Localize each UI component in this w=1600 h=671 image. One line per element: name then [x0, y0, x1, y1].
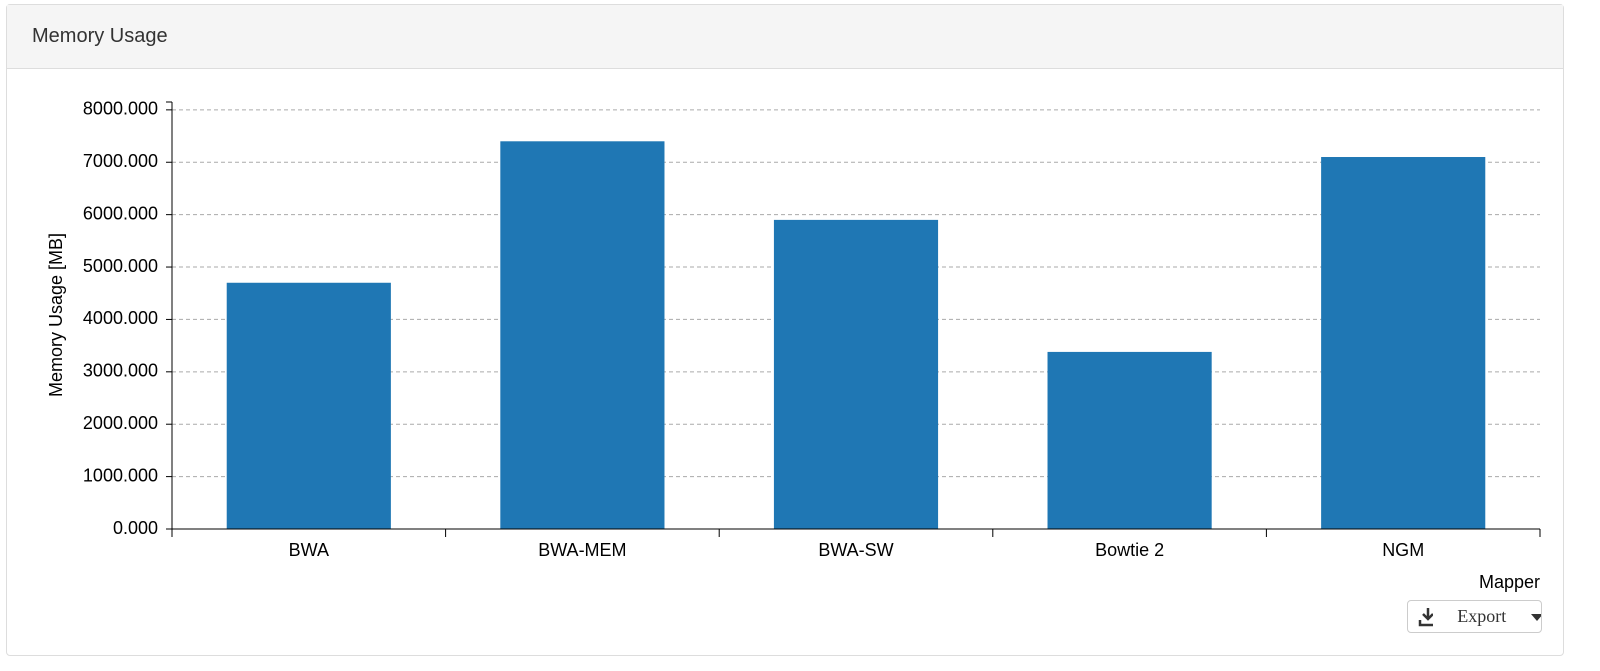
bar	[500, 141, 665, 529]
y-tick-label: 6000.000	[83, 203, 158, 223]
y-axis-label: Memory Usage [MB]	[46, 233, 66, 397]
x-tick-label: BWA-MEM	[538, 540, 626, 560]
bar	[1321, 157, 1486, 529]
y-tick-label: 3000.000	[83, 361, 158, 381]
x-axis-label: Mapper	[1479, 572, 1540, 592]
x-tick-label: BWA	[289, 540, 329, 560]
x-tick-label: BWA-SW	[818, 540, 893, 560]
caret	[1531, 613, 1541, 621]
x-tick-label: NGM	[1382, 540, 1424, 560]
bar	[226, 282, 391, 529]
x-tick-label: Bowtie 2	[1095, 540, 1164, 560]
y-tick-label: 4000.000	[83, 308, 158, 328]
y-tick-label: 2000.000	[83, 413, 158, 433]
y-tick-label: 0.000	[113, 518, 158, 538]
bar	[773, 219, 939, 530]
export-label: Export	[1457, 606, 1507, 626]
y-tick-label: 7000.000	[83, 151, 158, 171]
y-tick-label: 1000.000	[83, 465, 158, 485]
bar	[1047, 351, 1212, 529]
download-icon	[1418, 607, 1434, 626]
y-tick-label: 8000.000	[83, 99, 158, 119]
panel-title: Memory Usage	[7, 5, 1563, 69]
export-button[interactable]: Export	[1407, 600, 1542, 633]
y-tick-label: 5000.000	[83, 256, 158, 276]
panel: Memory Usage	[6, 4, 1564, 656]
